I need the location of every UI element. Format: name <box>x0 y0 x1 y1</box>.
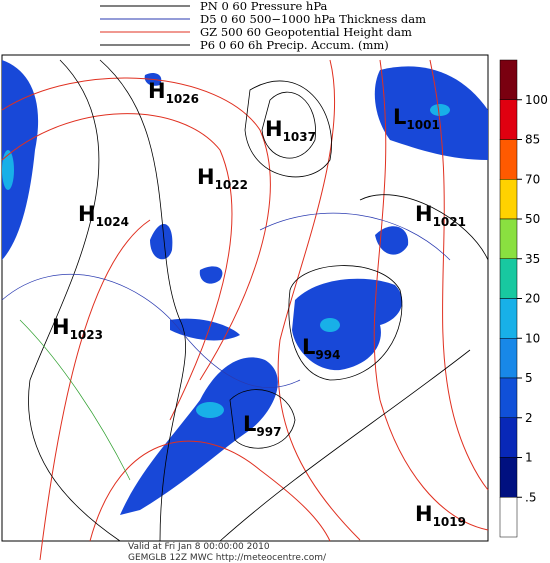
center-label: L994 <box>302 335 340 362</box>
center-pressure: 1024 <box>96 215 129 229</box>
colorbar-label: 50 <box>525 212 540 226</box>
colorbar: 100 85 70 50 35 20 10 5 2 1 .5 <box>499 59 548 538</box>
center-letter: H <box>415 202 433 226</box>
center-label: L1001 <box>393 105 440 132</box>
contour <box>288 265 403 381</box>
contour <box>89 440 331 542</box>
precip-area <box>196 402 224 418</box>
colorbar-label: 35 <box>525 252 540 266</box>
colorbar-swatch <box>499 497 518 538</box>
colorbar-swatch <box>499 99 518 140</box>
center-letter: H <box>197 165 215 189</box>
legend-label: D5 0 60 500−1000 hPa Thickness dam <box>200 12 426 26</box>
colorbar-label: 1 <box>525 451 533 465</box>
center-label: H1023 <box>52 315 103 342</box>
center-letter: L <box>302 335 315 359</box>
legend-label: GZ 500 60 Geopotential Height dam <box>200 25 412 39</box>
center-letter: H <box>78 202 96 226</box>
precip-heavy <box>2 104 450 418</box>
precip-area <box>150 223 173 260</box>
center-label: H1026 <box>148 79 199 106</box>
contour <box>1 77 271 381</box>
colorbar-swatch <box>499 218 518 259</box>
center-pressure: 1023 <box>70 328 103 342</box>
precip-area <box>120 357 278 515</box>
contour <box>1 273 301 388</box>
contour <box>229 389 296 449</box>
height-contours <box>1 59 489 561</box>
colorbar-swatch <box>499 139 518 180</box>
colorbar-label: 85 <box>525 133 540 147</box>
center-pressure: 1026 <box>166 92 199 106</box>
center-pressure: 994 <box>315 348 340 362</box>
colorbar-label: 100 <box>525 93 548 107</box>
contour <box>219 349 471 542</box>
contour <box>19 319 131 481</box>
contour <box>259 212 451 261</box>
precip-area <box>375 226 409 255</box>
center-pressure: 997 <box>256 425 281 439</box>
colorbar-label: 70 <box>525 172 540 186</box>
precip-area <box>170 318 240 341</box>
colorbar-swatch <box>499 59 518 100</box>
contour <box>244 80 332 178</box>
precip-area <box>199 266 223 284</box>
colorbar-swatch <box>499 258 518 299</box>
center-pressure: 1022 <box>215 178 248 192</box>
center-label: H1021 <box>415 202 466 229</box>
center-pressure: 1001 <box>406 118 439 132</box>
colorbar-swatch <box>499 338 518 379</box>
precip-area <box>374 66 488 160</box>
precip-area <box>430 104 450 116</box>
colorbar-swatch <box>499 179 518 220</box>
center-label: H1024 <box>78 202 129 229</box>
colorbar-label: 5 <box>525 371 533 385</box>
center-label: H1037 <box>265 117 316 144</box>
colorbar-label: 2 <box>525 411 533 425</box>
legend-label: P6 0 60 6h Precip. Accum. (mm) <box>200 38 389 52</box>
legend-label: PN 0 60 Pressure hPa <box>200 0 328 13</box>
contour <box>1 113 233 421</box>
contour <box>277 59 361 541</box>
valid-time: Valid at Fri Jan 8 00:00:00 2010 <box>128 542 270 552</box>
thickness-contours-green <box>19 319 131 481</box>
center-label: H1022 <box>197 165 248 192</box>
center-letter: L <box>243 412 256 436</box>
center-letter: H <box>148 79 166 103</box>
pressure-contours <box>28 59 489 542</box>
colorbar-label: .5 <box>525 490 536 504</box>
center-letter: H <box>265 117 283 141</box>
precip-area <box>2 60 39 260</box>
center-pressure: 1037 <box>283 130 316 144</box>
colorbar-swatch <box>499 377 518 418</box>
contour <box>28 59 121 542</box>
contour <box>261 91 316 159</box>
center-pressure: 1021 <box>433 215 466 229</box>
contour <box>359 194 489 261</box>
colorbar-swatch <box>499 298 518 339</box>
precip-area <box>320 318 340 332</box>
thickness-contours <box>1 212 451 388</box>
center-letter: L <box>393 105 406 129</box>
precip-area <box>2 150 14 190</box>
contour <box>99 59 186 542</box>
contour <box>39 219 151 561</box>
center-pressure: 1019 <box>433 515 466 529</box>
center-label: H1019 <box>415 502 466 529</box>
contour <box>429 59 489 491</box>
colorbar-label: 20 <box>525 292 540 306</box>
center-label: L997 <box>243 412 281 439</box>
colorbar-label: 10 <box>525 331 540 345</box>
source: GEMGLB 12Z MWC http://meteocentre.com/ <box>128 553 327 563</box>
center-letter: H <box>415 502 433 526</box>
contour <box>373 59 489 531</box>
center-letter: H <box>52 315 70 339</box>
colorbar-swatch <box>499 457 518 498</box>
colorbar-swatch <box>499 417 518 458</box>
